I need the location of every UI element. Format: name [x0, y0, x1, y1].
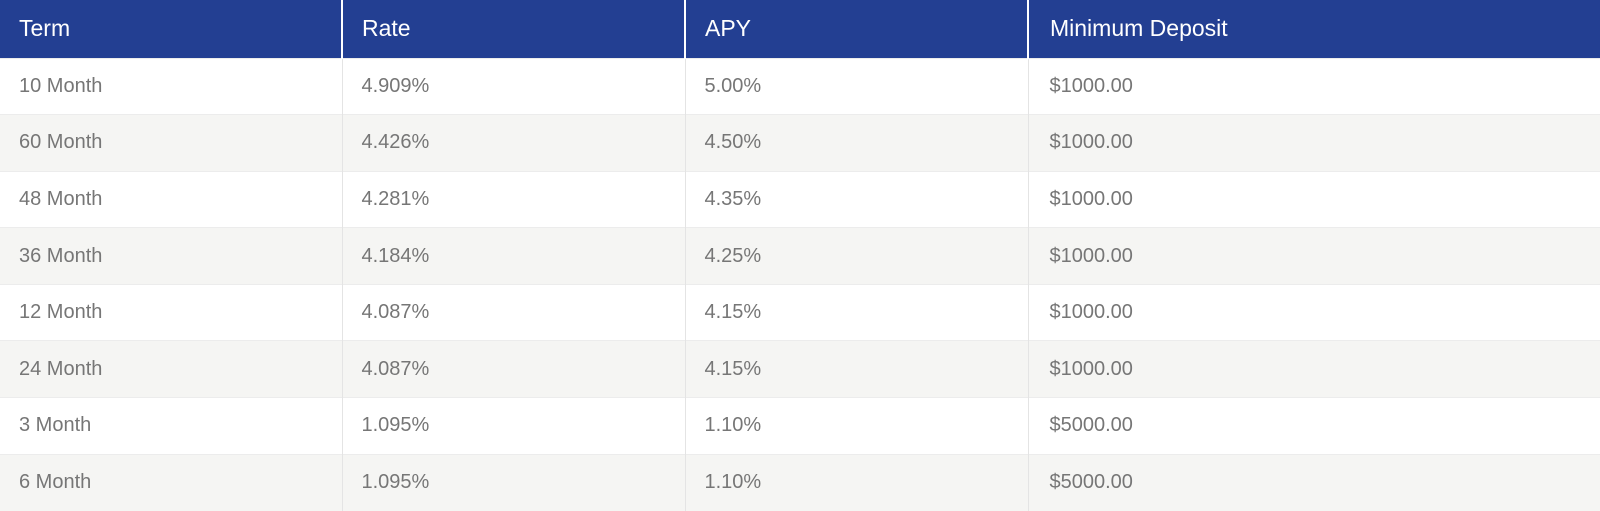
apy-cell: 1.10% [685, 453, 1029, 511]
minimum-deposit-cell: $1000.00 [1028, 340, 1600, 398]
minimum-deposit-cell: $1000.00 [1028, 227, 1600, 285]
term-cell: 12 Month [0, 283, 343, 341]
term-cell: 36 Month [0, 227, 343, 285]
term-cell: 3 Month [0, 397, 343, 455]
term-cell: 24 Month [0, 340, 343, 398]
table-row: 3 Month 1.095% 1.10% $5000.00 [0, 397, 1600, 455]
apy-cell: 1.10% [685, 397, 1029, 455]
rate-cell: 4.087% [342, 283, 686, 341]
table-header: Term Rate APY Minimum Deposit [0, 0, 1600, 58]
minimum-deposit-cell: $1000.00 [1028, 114, 1600, 172]
rate-cell: 1.095% [342, 397, 686, 455]
apy-cell: 4.25% [685, 227, 1029, 285]
term-cell: 6 Month [0, 453, 343, 511]
column-header-minimum-deposit: Minimum Deposit [1028, 0, 1600, 58]
table-row: 36 Month 4.184% 4.25% $1000.00 [0, 227, 1600, 285]
rate-cell: 4.281% [342, 170, 686, 228]
rate-cell: 1.095% [342, 453, 686, 511]
term-cell: 10 Month [0, 57, 343, 115]
column-header-rate: Rate [342, 0, 686, 58]
column-header-term: Term [0, 0, 343, 58]
table-row: 6 Month 1.095% 1.10% $5000.00 [0, 453, 1600, 511]
minimum-deposit-cell: $5000.00 [1028, 453, 1600, 511]
rate-cell: 4.426% [342, 114, 686, 172]
term-cell: 48 Month [0, 170, 343, 228]
table-row: 12 Month 4.087% 4.15% $1000.00 [0, 283, 1600, 341]
apy-cell: 4.50% [685, 114, 1029, 172]
rate-cell: 4.184% [342, 227, 686, 285]
table-row: 48 Month 4.281% 4.35% $1000.00 [0, 170, 1600, 228]
apy-cell: 4.15% [685, 340, 1029, 398]
rate-cell: 4.909% [342, 57, 686, 115]
minimum-deposit-cell: $1000.00 [1028, 170, 1600, 228]
minimum-deposit-cell: $1000.00 [1028, 57, 1600, 115]
column-header-apy: APY [685, 0, 1029, 58]
rate-cell: 4.087% [342, 340, 686, 398]
apy-cell: 5.00% [685, 57, 1029, 115]
apy-cell: 4.15% [685, 283, 1029, 341]
table-row: 60 Month 4.426% 4.50% $1000.00 [0, 114, 1600, 172]
table-body: 10 Month 4.909% 5.00% $1000.00 60 Month … [0, 57, 1600, 511]
apy-cell: 4.35% [685, 170, 1029, 228]
table-row: 24 Month 4.087% 4.15% $1000.00 [0, 340, 1600, 398]
term-cell: 60 Month [0, 114, 343, 172]
minimum-deposit-cell: $1000.00 [1028, 283, 1600, 341]
minimum-deposit-cell: $5000.00 [1028, 397, 1600, 455]
header-row: Term Rate APY Minimum Deposit [0, 0, 1600, 58]
table-row: 10 Month 4.909% 5.00% $1000.00 [0, 57, 1600, 115]
